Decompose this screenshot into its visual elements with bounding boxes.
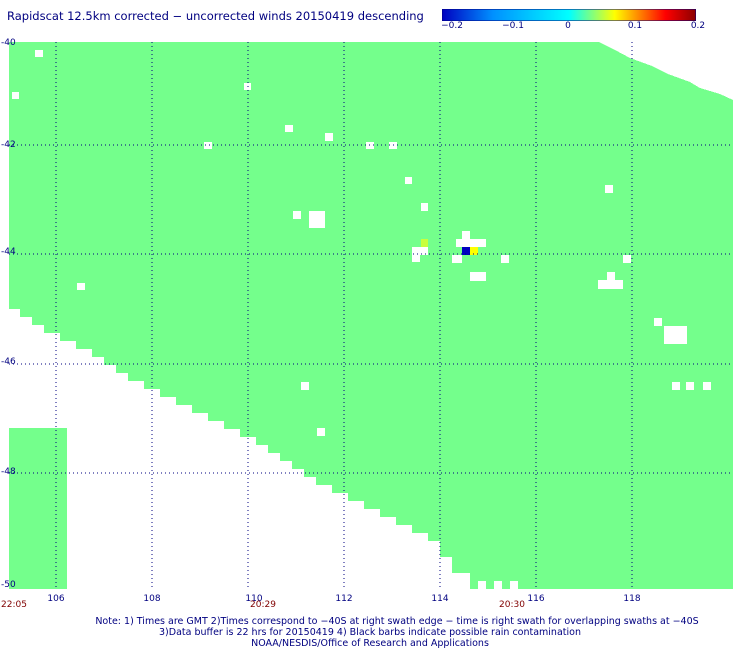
swath-time-label: 20:30 xyxy=(499,600,525,610)
swath-time-label: 20:29 xyxy=(250,600,276,610)
wind-difference-pixels xyxy=(421,239,478,255)
chart-title: Rapidscat 12.5km corrected − uncorrected… xyxy=(7,9,424,23)
lat-label: -40 xyxy=(1,38,16,48)
note-line-1: Note: 1) Times are GMT 2)Times correspon… xyxy=(95,616,699,627)
note-line-3: NOAA/NESDIS/Office of Research and Appli… xyxy=(251,638,489,649)
graticule xyxy=(9,42,733,589)
lon-label: 112 xyxy=(335,594,353,604)
land-mass xyxy=(9,42,733,589)
colorbar-tick: −0.1 xyxy=(502,21,524,31)
lon-label: 108 xyxy=(143,594,161,604)
colorbar xyxy=(442,9,696,21)
lon-label: 106 xyxy=(47,594,65,604)
data-gaps xyxy=(12,50,711,589)
lon-label: 116 xyxy=(527,594,545,604)
colorbar-tick: 0.1 xyxy=(627,21,643,31)
lon-label: 110 xyxy=(245,594,263,604)
colorbar-tick: 0 xyxy=(565,21,571,31)
lon-label: 114 xyxy=(431,594,449,604)
lat-label: -50 xyxy=(1,580,16,590)
lat-label: -48 xyxy=(1,467,16,477)
note-line-2: 3)Data buffer is 22 hrs for 20150419 4) … xyxy=(159,627,581,638)
lat-label: -42 xyxy=(1,140,16,150)
colorbar-tick: −0.2 xyxy=(441,21,463,31)
lat-label: -46 xyxy=(1,357,16,367)
colorbar-tick: 0.2 xyxy=(690,21,706,31)
lon-label: 118 xyxy=(623,594,641,604)
swath-time-label: 22:05 xyxy=(1,600,27,610)
lat-label: -44 xyxy=(1,247,16,257)
